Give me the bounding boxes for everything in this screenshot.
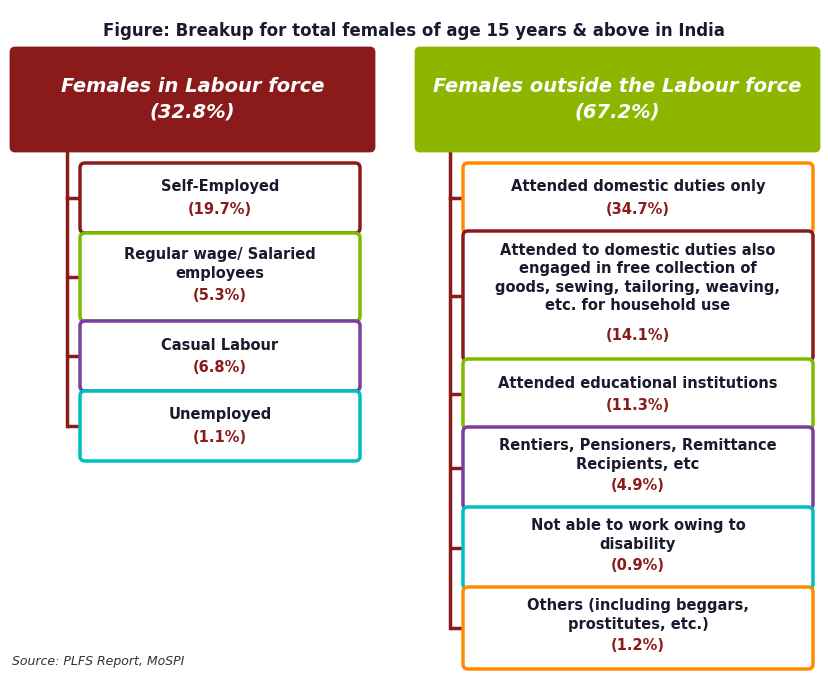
FancyBboxPatch shape [463,427,812,509]
Text: Females outside the Labour force
(67.2%): Females outside the Labour force (67.2%) [433,78,801,121]
Text: Attended to domestic duties also
engaged in free collection of
goods, sewing, ta: Attended to domestic duties also engaged… [495,243,779,314]
FancyBboxPatch shape [463,163,812,233]
Text: Regular wage/ Salaried
employees: Regular wage/ Salaried employees [124,247,315,281]
Text: Attended educational institutions: Attended educational institutions [498,376,777,391]
FancyBboxPatch shape [416,48,818,151]
Text: (0.9%): (0.9%) [610,559,664,574]
Text: Unemployed: Unemployed [168,408,272,423]
Text: (14.1%): (14.1%) [605,329,669,344]
Text: Not able to work owing to
disability: Not able to work owing to disability [530,518,744,552]
Text: Source: PLFS Report, MoSPI: Source: PLFS Report, MoSPI [12,655,184,668]
Text: (1.1%): (1.1%) [193,430,247,445]
Text: Others (including beggars,
prostitutes, etc.): Others (including beggars, prostitutes, … [527,598,748,632]
FancyBboxPatch shape [80,321,359,391]
Text: (6.8%): (6.8%) [193,359,247,374]
FancyBboxPatch shape [11,48,373,151]
FancyBboxPatch shape [80,391,359,461]
FancyBboxPatch shape [463,231,812,361]
Text: Attended domestic duties only: Attended domestic duties only [510,179,764,194]
Text: Females in Labour force
(32.8%): Females in Labour force (32.8%) [60,78,324,121]
FancyBboxPatch shape [463,359,812,429]
Text: Rentiers, Pensioners, Remittance
Recipients, etc: Rentiers, Pensioners, Remittance Recipie… [498,439,776,472]
FancyBboxPatch shape [463,587,812,669]
FancyBboxPatch shape [463,507,812,589]
Text: (11.3%): (11.3%) [605,398,669,413]
FancyBboxPatch shape [80,233,359,321]
Text: Casual Labour: Casual Labour [161,338,278,353]
Text: Figure: Breakup for total females of age 15 years & above in India: Figure: Breakup for total females of age… [103,22,724,40]
Text: (4.9%): (4.9%) [610,479,664,494]
Text: Self-Employed: Self-Employed [161,179,279,194]
Text: (19.7%): (19.7%) [188,201,252,216]
Text: (34.7%): (34.7%) [605,201,669,216]
Text: (1.2%): (1.2%) [610,638,664,653]
FancyBboxPatch shape [80,163,359,233]
Text: (5.3%): (5.3%) [193,288,247,303]
